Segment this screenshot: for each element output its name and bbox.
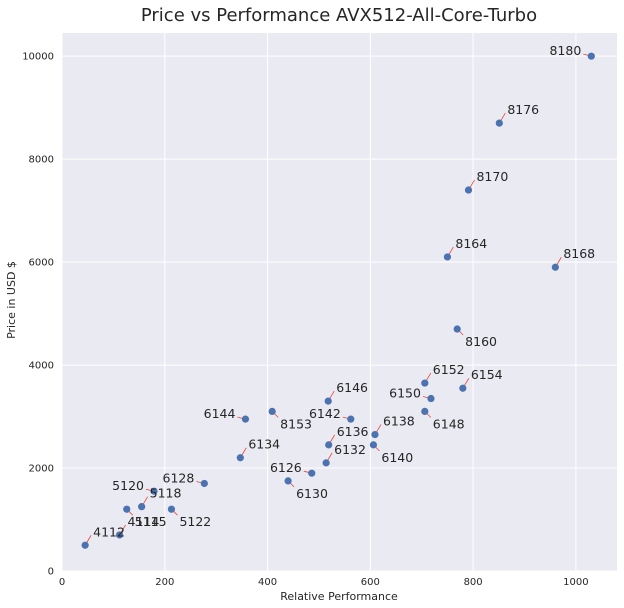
data-point <box>421 407 429 416</box>
data-point <box>459 384 467 392</box>
data-point <box>369 441 378 449</box>
point-label: 4112 <box>93 524 125 539</box>
data-point <box>308 469 316 477</box>
point-label: 6136 <box>337 424 369 439</box>
point-label: 6144 <box>204 406 236 421</box>
point-label: 8168 <box>563 246 595 261</box>
plot-background <box>62 33 617 571</box>
data-point <box>587 52 595 60</box>
data-point <box>371 430 379 439</box>
point-label: 8180 <box>549 43 581 58</box>
grid <box>61 33 617 572</box>
data-point <box>347 415 355 423</box>
data-point <box>495 119 503 127</box>
point-label: 4114 <box>128 514 160 529</box>
x-axis-label: Relative Performance <box>280 590 398 603</box>
point-label: 6130 <box>296 486 328 501</box>
x-tick-label: 0 <box>59 577 65 588</box>
data-point <box>427 394 435 403</box>
x-tick-label: 1000 <box>563 577 588 588</box>
point-label: 6154 <box>471 367 503 382</box>
data-point <box>443 253 452 261</box>
point-label: 6148 <box>433 416 465 431</box>
data-point <box>81 541 89 549</box>
point-label: 6142 <box>309 406 341 421</box>
y-tick-label: 4000 <box>29 361 54 372</box>
data-point <box>284 477 292 485</box>
point-label: 5115 <box>135 514 167 529</box>
y-tick-label: 0 <box>48 567 54 578</box>
data-point <box>236 454 244 462</box>
point-label: 6146 <box>336 380 368 395</box>
point-label: 6150 <box>389 386 421 401</box>
x-tick-label: 600 <box>361 577 380 588</box>
point-label: 8153 <box>280 416 312 431</box>
point-label: 6126 <box>270 460 302 475</box>
point-label: 5122 <box>179 514 211 529</box>
data-point <box>322 459 330 467</box>
data-point <box>138 503 146 511</box>
x-tick-label: 800 <box>464 577 483 588</box>
chart-title: Price vs Performance AVX512-All-Core-Tur… <box>141 5 537 26</box>
data-point <box>241 415 250 423</box>
point-label: 6138 <box>383 414 415 429</box>
data-point <box>324 397 332 405</box>
x-tick-label: 200 <box>155 577 174 588</box>
data-point <box>453 325 461 333</box>
point-label: 6140 <box>381 450 413 465</box>
point-label: 6132 <box>334 442 366 457</box>
point-label: 8164 <box>455 236 487 251</box>
data-point <box>325 441 333 449</box>
y-tick-label: 6000 <box>29 258 54 269</box>
x-tick-label: 400 <box>258 577 277 588</box>
data-point <box>123 505 131 513</box>
point-label: 8160 <box>465 334 497 349</box>
point-label: 5118 <box>150 486 182 501</box>
y-tick-label: 10000 <box>22 52 54 63</box>
data-points <box>81 52 595 549</box>
point-label: 6128 <box>163 470 195 485</box>
point-label: 8176 <box>507 102 539 117</box>
data-point <box>464 186 473 194</box>
point-label: 5120 <box>112 478 144 493</box>
data-point <box>268 407 276 416</box>
data-point <box>167 505 176 513</box>
y-axis-label: Price in USD $ <box>5 261 18 339</box>
data-point <box>200 479 208 488</box>
data-point <box>150 487 158 495</box>
point-label: 6152 <box>433 362 465 377</box>
y-tick-label: 8000 <box>29 155 54 166</box>
data-point <box>115 531 124 539</box>
point-label: 8170 <box>476 169 508 184</box>
data-point <box>551 263 559 271</box>
y-tick-label: 2000 <box>29 464 54 475</box>
data-point <box>421 379 429 387</box>
point-label: 6134 <box>248 437 280 452</box>
